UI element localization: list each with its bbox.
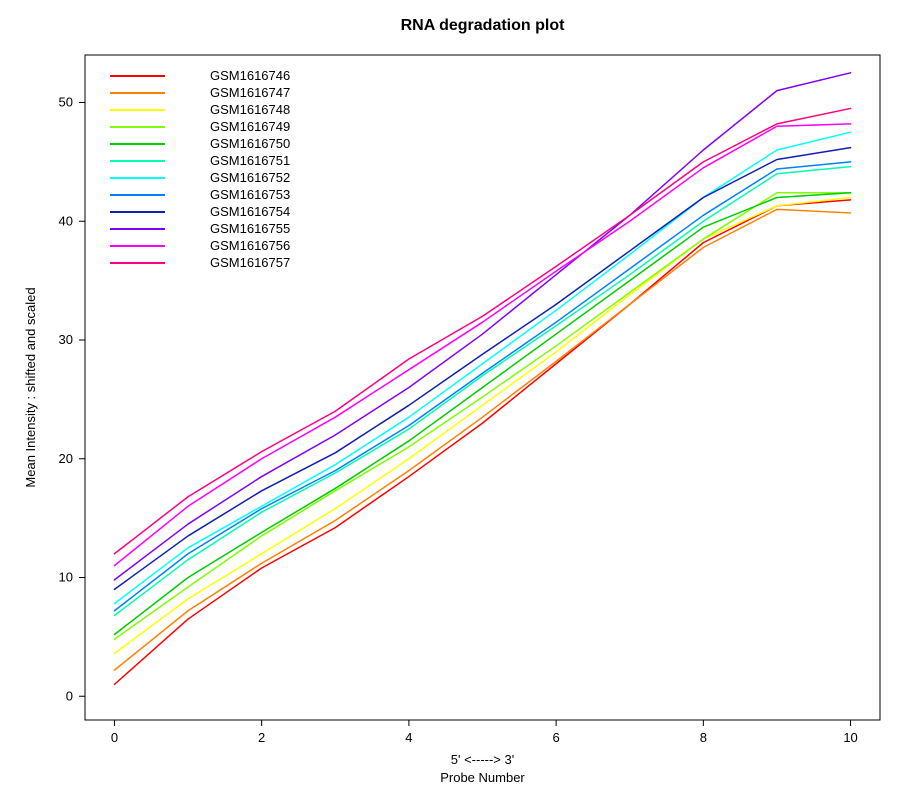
legend-label: GSM1616754 bbox=[210, 204, 290, 219]
legend-label: GSM1616750 bbox=[210, 136, 290, 151]
series-line bbox=[114, 132, 850, 603]
legend-label: GSM1616752 bbox=[210, 170, 290, 185]
legend-label: GSM1616747 bbox=[210, 85, 290, 100]
x-tick-label: 6 bbox=[552, 730, 559, 745]
legend-label: GSM1616755 bbox=[210, 221, 290, 236]
y-axis-label: Mean Intensity : shifted and scaled bbox=[23, 287, 38, 487]
x-tick-label: 0 bbox=[111, 730, 118, 745]
x-axis-label-top: 5' <-----> 3' bbox=[451, 752, 514, 767]
x-axis-label-bottom: Probe Number bbox=[440, 770, 525, 785]
legend-label: GSM1616757 bbox=[210, 255, 290, 270]
y-tick-label: 40 bbox=[59, 213, 73, 228]
series-line bbox=[114, 200, 850, 685]
legend-label: GSM1616753 bbox=[210, 187, 290, 202]
legend-label: GSM1616751 bbox=[210, 153, 290, 168]
x-tick-label: 2 bbox=[258, 730, 265, 745]
x-tick-label: 8 bbox=[700, 730, 707, 745]
legend-label: GSM1616746 bbox=[210, 68, 290, 83]
x-tick-label: 4 bbox=[405, 730, 412, 745]
x-tick-label: 10 bbox=[843, 730, 857, 745]
y-tick-label: 0 bbox=[66, 688, 73, 703]
chart-svg: RNA degradation plot 0 2 4 6 8 10 0 10 20 30 40 50 5'… bbox=[0, 0, 901, 800]
legend-label: GSM1616756 bbox=[210, 238, 290, 253]
legend-label: GSM1616749 bbox=[210, 119, 290, 134]
chart-title: RNA degradation plot bbox=[401, 17, 566, 34]
series-line bbox=[114, 209, 850, 670]
y-tick-label: 10 bbox=[59, 570, 73, 585]
y-tick-label: 50 bbox=[59, 95, 73, 110]
y-tick-label: 30 bbox=[59, 332, 73, 347]
legend-label: GSM1616748 bbox=[210, 102, 290, 117]
y-tick-label: 20 bbox=[59, 451, 73, 466]
rna-degradation-chart: RNA degradation plot 0 2 4 6 8 10 0 10 20 30 40 50 5'… bbox=[0, 0, 901, 800]
